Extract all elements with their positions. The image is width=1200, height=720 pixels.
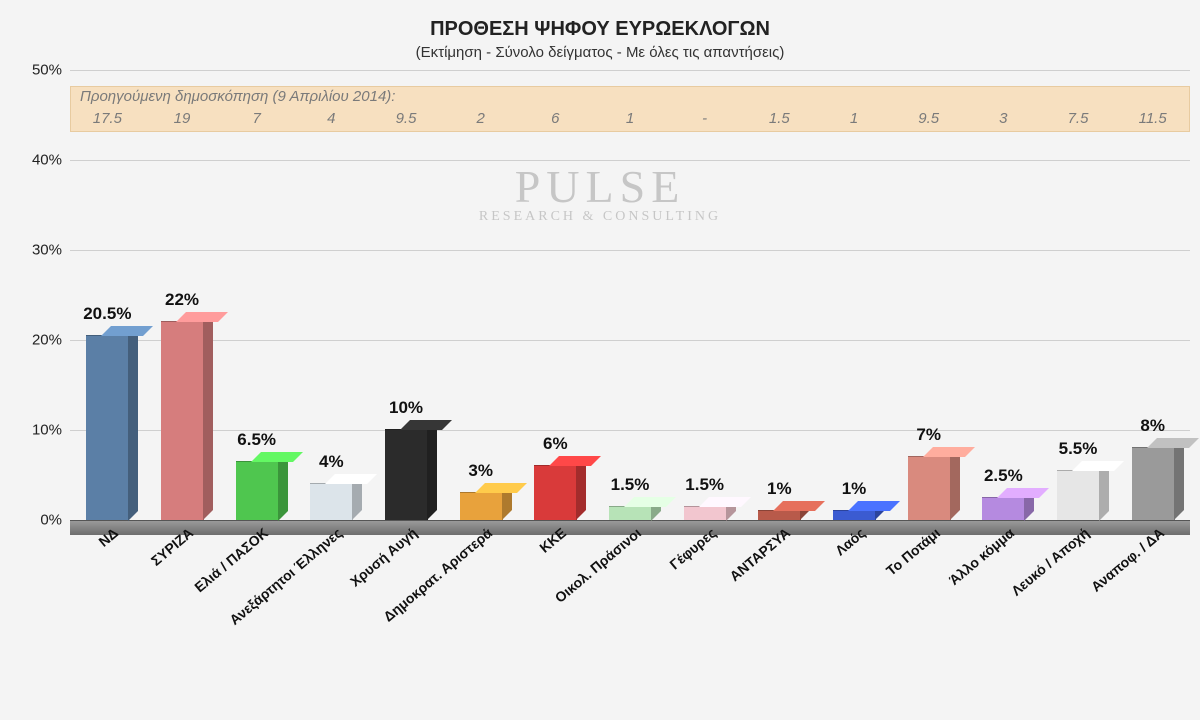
- bar: 6%: [534, 466, 576, 520]
- y-axis-tick: 30%: [32, 242, 70, 259]
- bar-1: 22%ΣΥΡΙΖΑ: [161, 70, 203, 520]
- bar-0: 20.5%ΝΔ: [86, 70, 128, 520]
- y-axis-tick: 20%: [32, 332, 70, 349]
- bar-7: 1.5%Οικολ. Πράσινοι: [609, 70, 651, 520]
- y-axis-tick: 0%: [40, 512, 70, 529]
- bar: 1.5%: [609, 507, 651, 521]
- bar: 22%: [161, 322, 203, 520]
- bar-6: 6%ΚΚΕ: [534, 70, 576, 520]
- bar-8: 1.5%Γέφυρες: [684, 70, 726, 520]
- bar: 10%: [385, 430, 427, 520]
- bar-11: 7%Το Ποτάμι: [908, 70, 950, 520]
- bar: 1%: [758, 511, 800, 520]
- bar-10: 1%Λαός: [833, 70, 875, 520]
- bar-3: 4%Ανεξάρτητοι Έλληνες: [310, 70, 352, 520]
- bar: 1.5%: [684, 507, 726, 521]
- bar-14: 8%Αναποφ. / ΔΑ: [1132, 70, 1174, 520]
- bar-5: 3%Δημοκρατ. Αριστερά: [460, 70, 502, 520]
- bar-value-label: 5.5%: [1059, 439, 1098, 459]
- bar: 5.5%: [1057, 471, 1099, 521]
- bar-value-label: 6%: [543, 434, 568, 454]
- bar-9: 1%ΑΝΤΑΡΣΥΑ: [758, 70, 800, 520]
- chart-title: ΠΡΟΘΕΣΗ ΨΗΦΟΥ ΕΥΡΩΕΚΛΟΓΩΝ: [0, 18, 1200, 41]
- x-axis-label: Αναποφ. / ΔΑ: [1087, 525, 1166, 595]
- bar-value-label: 6.5%: [237, 430, 276, 450]
- bar-value-label: 1%: [767, 479, 792, 499]
- x-axis-label: Λευκό / Αποχή: [1008, 525, 1092, 599]
- bar-value-label: 7%: [916, 425, 941, 445]
- bar-value-label: 2.5%: [984, 466, 1023, 486]
- bar: 1%: [833, 511, 875, 520]
- bar-value-label: 1.5%: [685, 475, 724, 495]
- bar-value-label: 22%: [165, 290, 199, 310]
- bar-value-label: 10%: [389, 398, 423, 418]
- bar: 8%: [1132, 448, 1174, 520]
- bar-value-label: 8%: [1140, 416, 1165, 436]
- bar: 6.5%: [236, 462, 278, 521]
- bar: 4%: [310, 484, 352, 520]
- bar: 7%: [908, 457, 950, 520]
- x-axis-label: Ελιά / ΠΑΣΟΚ: [191, 525, 271, 596]
- bar-value-label: 3%: [468, 461, 493, 481]
- bar-12: 2.5%Άλλο κόμμα: [982, 70, 1024, 520]
- chart-subtitle: (Εκτίμηση - Σύνολο δείγματος - Με όλες τ…: [0, 44, 1200, 61]
- y-axis-tick: 50%: [32, 62, 70, 79]
- bar-13: 5.5%Λευκό / Αποχή: [1057, 70, 1099, 520]
- y-axis-tick: 10%: [32, 422, 70, 439]
- bar: 20.5%: [86, 336, 128, 521]
- bar-value-label: 1%: [842, 479, 867, 499]
- bar-value-label: 20.5%: [83, 304, 131, 324]
- bar-2: 6.5%Ελιά / ΠΑΣΟΚ: [236, 70, 278, 520]
- bars-layer: 20.5%ΝΔ 22%ΣΥΡΙΖΑ 6.5%Ελιά / ΠΑΣΟΚ 4%Ανεξάρ…: [70, 70, 1190, 520]
- bar-value-label: 1.5%: [611, 475, 650, 495]
- bar: 2.5%: [982, 498, 1024, 521]
- y-axis-tick: 40%: [32, 152, 70, 169]
- poll-chart: ΠΡΟΘΕΣΗ ΨΗΦΟΥ ΕΥΡΩΕΚΛΟΓΩΝ (Εκτίμηση - Σύ…: [0, 0, 1200, 720]
- bar: 3%: [460, 493, 502, 520]
- bar-value-label: 4%: [319, 452, 344, 472]
- bar-4: 10%Χρυσή Αυγή: [385, 70, 427, 520]
